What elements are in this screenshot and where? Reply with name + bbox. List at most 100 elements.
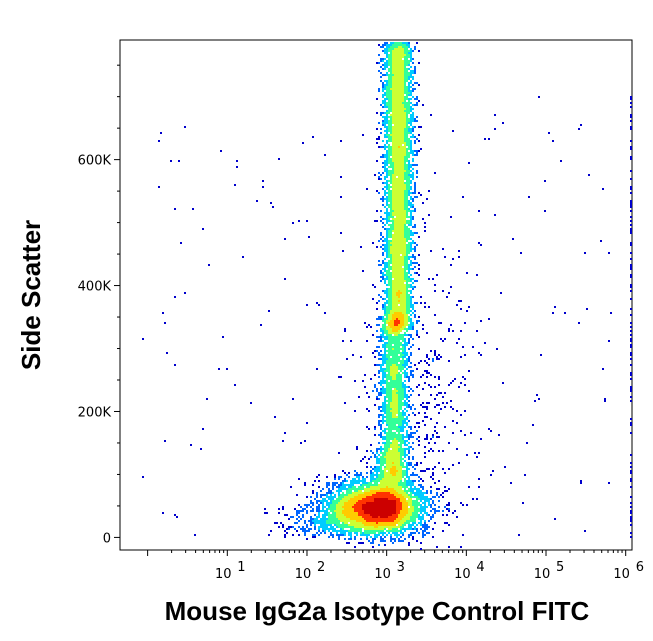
event-point [406,310,408,312]
event-point [414,426,416,428]
event-point [376,318,378,320]
event-point [384,456,386,458]
event-point [412,240,414,242]
event-point [404,344,406,346]
event-point [404,524,406,526]
event-point [412,72,414,74]
event-point [400,466,402,468]
event-point [374,404,376,406]
event-point [362,500,364,502]
event-point [376,528,378,530]
event-point [402,470,404,472]
event-point [340,508,342,510]
event-point [394,486,396,488]
event-point [392,212,394,214]
event-point [322,488,324,490]
event-point [392,110,394,112]
event-point [346,498,348,500]
event-point [174,514,176,516]
event-point [348,532,350,534]
event-point [400,500,402,502]
event-point [404,176,406,178]
event-point [406,128,408,130]
event-point [396,52,398,54]
event-point [344,532,346,534]
event-point [416,322,418,324]
event-point [388,430,390,432]
event-point [392,358,394,360]
event-point [362,532,364,534]
event-point [378,70,380,72]
event-point [404,220,406,222]
event-point [382,506,384,508]
event-point [378,530,380,532]
event-point [412,128,414,130]
event-point [406,216,408,218]
event-point [398,516,400,518]
event-point [392,426,394,428]
event-point [402,44,404,46]
event-point [410,306,412,308]
event-point [392,444,394,446]
event-point [418,476,420,478]
event-point [382,316,384,318]
event-point [478,478,480,480]
event-point [342,502,344,504]
event-point [348,488,350,490]
event-point [390,48,392,50]
event-point [344,478,346,480]
event-point [382,64,384,66]
event-point [388,92,390,94]
event-point [400,330,402,332]
event-point [296,494,298,496]
event-point [354,502,356,504]
event-point [426,408,428,410]
event-point [382,94,384,96]
event-point [406,406,408,408]
event-point [416,302,418,304]
event-point [400,124,402,126]
event-point [400,386,402,388]
event-point [350,484,352,486]
event-point [392,512,394,514]
event-point [386,462,388,464]
event-point [384,352,386,354]
event-point [352,518,354,520]
event-point [348,476,350,478]
event-point [380,510,382,512]
event-point [398,230,400,232]
event-point [416,438,418,440]
event-point [404,52,406,54]
event-point [396,322,398,324]
event-point [360,524,362,526]
event-point [406,304,408,306]
event-point [314,514,316,516]
event-point [382,162,384,164]
event-point [392,354,394,356]
event-point [394,474,396,476]
event-point [386,406,388,408]
event-point [408,236,410,238]
event-point [386,396,388,398]
event-point [360,542,362,544]
event-point [402,80,404,82]
event-point [388,482,390,484]
event-point [414,210,416,212]
event-point [390,516,392,518]
event-point [320,496,322,498]
event-point [384,354,386,356]
event-point [378,502,380,504]
event-point [378,522,380,524]
event-point [404,106,406,108]
event-point [410,464,412,466]
event-point [408,316,410,318]
event-point [398,214,400,216]
event-point [400,46,402,48]
event-point [404,102,406,104]
event-point [402,502,404,504]
event-point [384,524,386,526]
event-point [418,492,420,494]
event-point [398,56,400,58]
event-point [404,84,406,86]
event-point [320,502,322,504]
